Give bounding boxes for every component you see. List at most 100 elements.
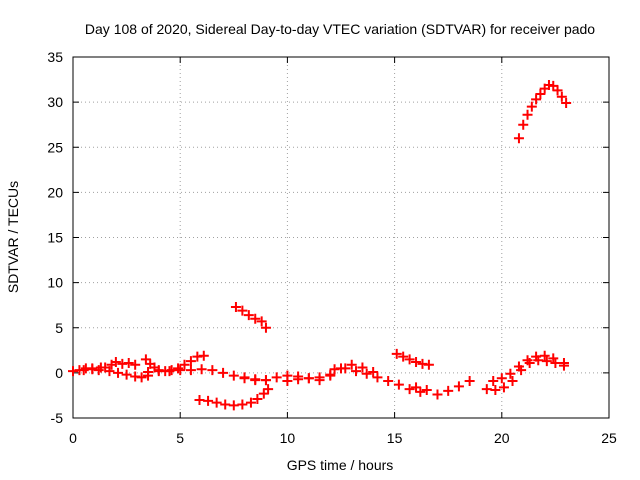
x-axis-label: GPS time / hours	[287, 457, 394, 473]
data-point	[539, 350, 550, 361]
x-tick-label: 0	[69, 430, 77, 446]
data-point	[372, 372, 383, 383]
series-arc-e	[194, 384, 274, 411]
data-point	[481, 384, 492, 395]
chart-title: Day 108 of 2020, Sidereal Day-to-day VTE…	[85, 21, 595, 37]
data-point	[522, 355, 533, 366]
data-point	[252, 394, 263, 405]
data-point	[179, 359, 190, 370]
data-point	[423, 359, 434, 370]
y-tick-label: -5	[51, 410, 64, 426]
data-point	[513, 133, 524, 144]
data-point	[415, 386, 426, 397]
series-arc-d	[143, 364, 271, 386]
data-point	[113, 367, 124, 378]
data-point	[531, 351, 542, 362]
data-point	[143, 366, 154, 377]
data-point	[110, 357, 121, 368]
data-point	[211, 397, 222, 408]
data-point	[548, 353, 559, 364]
data-point	[411, 382, 422, 393]
data-point	[404, 384, 415, 395]
x-tick-label: 5	[176, 430, 184, 446]
data-point	[271, 372, 282, 383]
data-point	[175, 365, 186, 376]
data-point	[411, 357, 422, 368]
data-point	[164, 366, 175, 377]
data-point	[453, 381, 464, 392]
data-point	[513, 361, 524, 372]
data-point	[153, 366, 164, 377]
x-tick-label: 15	[387, 430, 403, 446]
data-point	[351, 366, 362, 377]
series-arc-b	[78, 362, 154, 383]
series-arc-f	[230, 301, 271, 333]
data-point	[258, 388, 269, 399]
data-point	[250, 313, 261, 324]
data-point	[432, 389, 443, 400]
data-point	[256, 316, 267, 327]
data-point	[325, 369, 336, 380]
data-point	[464, 375, 475, 386]
data-point	[541, 356, 552, 367]
data-point	[490, 385, 501, 396]
data-point	[340, 363, 351, 374]
data-point	[404, 354, 415, 365]
data-point	[531, 94, 542, 105]
data-point	[260, 322, 271, 333]
data-point	[239, 372, 250, 383]
series-arc-k	[411, 375, 475, 400]
data-point	[368, 366, 379, 377]
y-tick-label: 25	[47, 139, 63, 155]
data-point	[329, 364, 340, 375]
data-point	[282, 375, 293, 386]
data-point	[314, 375, 325, 386]
data-point	[140, 354, 151, 365]
data-point	[391, 348, 402, 359]
data-point	[552, 85, 563, 96]
data-point	[346, 359, 357, 370]
data-point	[505, 368, 516, 379]
data-point	[518, 119, 529, 130]
data-point	[185, 356, 196, 367]
y-tick-label: 15	[47, 230, 63, 246]
x-tick-label: 25	[601, 430, 617, 446]
data-marks	[68, 79, 572, 411]
x-tick-label: 20	[494, 430, 510, 446]
data-point	[203, 395, 214, 406]
data-point	[561, 98, 572, 109]
data-point	[130, 359, 141, 370]
data-point	[185, 365, 196, 376]
data-point	[207, 365, 218, 376]
data-point	[421, 385, 432, 396]
data-point	[87, 363, 98, 374]
data-point	[383, 375, 394, 386]
data-point	[95, 362, 106, 373]
data-point	[398, 351, 409, 362]
data-point	[104, 366, 115, 377]
x-tick-label: 10	[280, 430, 296, 446]
data-point	[78, 365, 89, 376]
data-point	[218, 367, 229, 378]
data-point	[198, 350, 209, 361]
data-point	[303, 373, 314, 384]
y-tick-label: 0	[55, 365, 63, 381]
y-tick-label: 20	[47, 184, 63, 200]
data-point	[558, 357, 569, 368]
data-point	[121, 369, 132, 380]
data-point	[136, 372, 147, 383]
y-tick-label: 35	[47, 49, 63, 65]
data-point	[263, 384, 274, 395]
series-arc-m	[488, 350, 569, 386]
data-point	[243, 310, 254, 321]
data-point	[357, 362, 368, 373]
data-point	[237, 399, 248, 410]
y-tick-label: 30	[47, 94, 63, 110]
data-point	[498, 382, 509, 393]
data-point	[507, 375, 518, 386]
data-point	[245, 397, 256, 408]
data-point	[556, 91, 567, 102]
data-point	[230, 301, 241, 312]
data-point	[194, 394, 205, 405]
data-point	[535, 89, 546, 100]
